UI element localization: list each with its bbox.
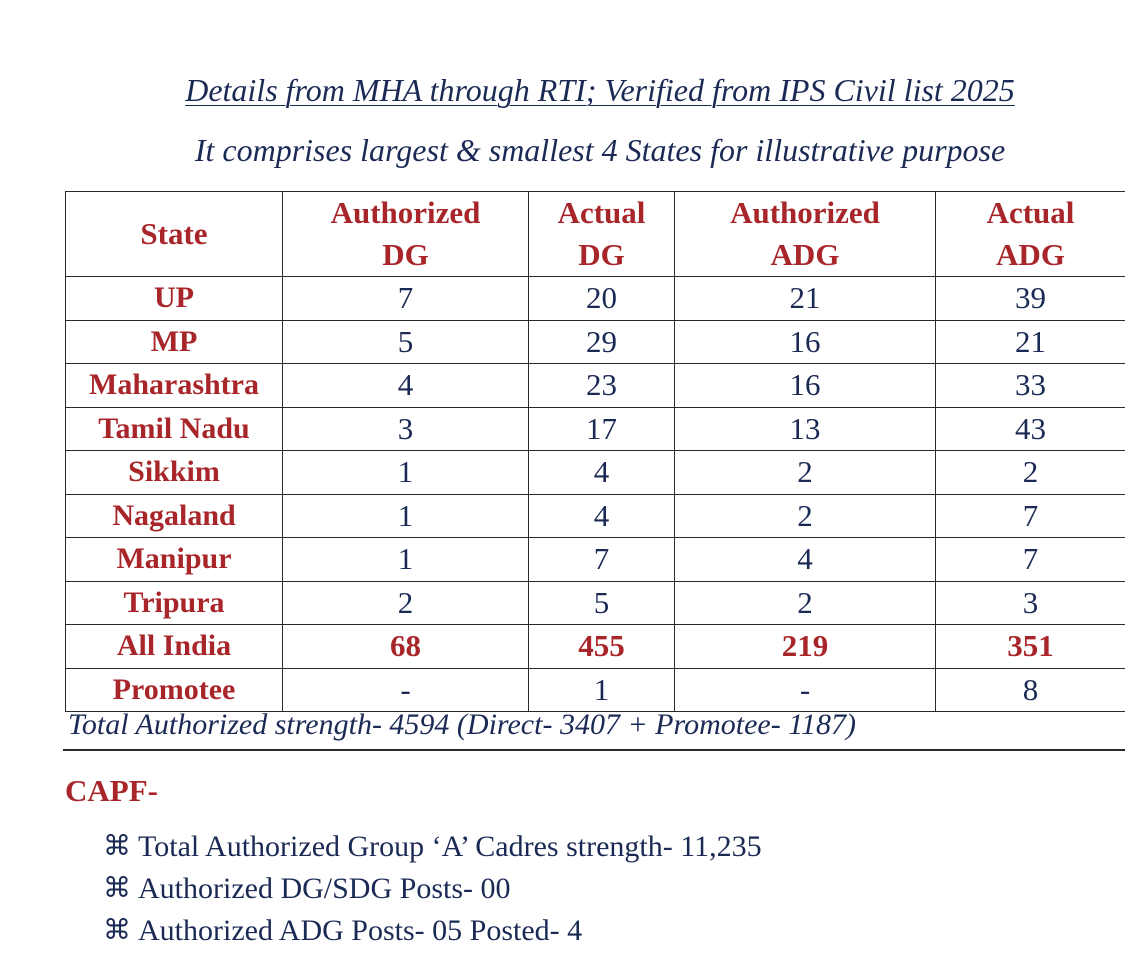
- cell-state: All India: [65, 624, 283, 669]
- cell-authorized-dg: 2: [282, 580, 529, 625]
- cell-authorized-dg: 7: [282, 276, 529, 321]
- cell-actual-dg: 4: [528, 450, 675, 495]
- table-row: UP 7 20 21 39: [65, 276, 1125, 321]
- cell-authorized-dg: -: [282, 667, 529, 712]
- cell-actual-adg: 7: [935, 493, 1125, 538]
- cell-actual-adg: 3: [935, 580, 1125, 625]
- cell-authorized-dg: 5: [282, 319, 529, 364]
- cell-actual-dg: 5: [528, 580, 675, 625]
- cell-state: Tamil Nadu: [65, 406, 283, 451]
- header-actual-dg: Actual DG: [528, 191, 675, 277]
- cell-actual-adg: 7: [935, 537, 1125, 582]
- cell-actual-adg: 2: [935, 450, 1125, 495]
- list-item: ⌘ Total Authorized Group ‘A’ Cadres stre…: [100, 826, 762, 868]
- table-header-row: State Authorized DG Actual DG Authorized…: [65, 191, 1125, 277]
- cell-actual-dg: 1: [528, 667, 675, 712]
- fleur-cross-icon: ⌘: [103, 873, 131, 904]
- capf-heading: CAPF-: [65, 773, 158, 808]
- table-row: Tamil Nadu 3 17 13 43: [65, 406, 1125, 451]
- cell-state: Promotee: [65, 667, 283, 712]
- table-row: All India 68 455 219 351: [65, 624, 1125, 669]
- cell-authorized-adg: 16: [674, 363, 936, 408]
- cell-authorized-dg: 1: [282, 450, 529, 495]
- table-row: Manipur 1 7 4 7: [65, 537, 1125, 582]
- header-authorized-adg: Authorized ADG: [674, 191, 936, 277]
- table-row: Maharashtra 4 23 16 33: [65, 363, 1125, 408]
- table-row: MP 5 29 16 21: [65, 319, 1125, 364]
- cell-state: Manipur: [65, 537, 283, 582]
- cell-state: UP: [65, 276, 283, 321]
- cell-authorized-adg: 219: [674, 624, 936, 669]
- header-state: State: [65, 191, 283, 277]
- cell-authorized-adg: -: [674, 667, 936, 712]
- cell-authorized-dg: 1: [282, 493, 529, 538]
- cell-actual-adg: 43: [935, 406, 1125, 451]
- table-row: Promotee -1-8: [65, 667, 1125, 712]
- document-subtitle: It comprises largest & smallest 4 States…: [194, 132, 1006, 168]
- cell-state: Tripura: [65, 580, 283, 625]
- cell-actual-dg: 20: [528, 276, 675, 321]
- cell-state: Maharashtra: [65, 363, 283, 408]
- cell-authorized-adg: 2: [674, 450, 936, 495]
- cell-authorized-dg: 68: [282, 624, 529, 669]
- cell-authorized-dg: 1: [282, 537, 529, 582]
- document-title: Details from MHA through RTI; Verified f…: [185, 72, 1015, 108]
- list-item: ⌘ Authorized ADG Posts- 05 Posted- 4: [100, 910, 762, 952]
- cell-actual-dg: 29: [528, 319, 675, 364]
- fleur-cross-icon: ⌘: [103, 831, 131, 862]
- cell-authorized-adg: 2: [674, 493, 936, 538]
- cell-authorized-dg: 3: [282, 406, 529, 451]
- cell-actual-adg: 351: [935, 624, 1125, 669]
- cell-actual-dg: 455: [528, 624, 675, 669]
- cell-actual-dg: 7: [528, 537, 675, 582]
- cell-actual-adg: 39: [935, 276, 1125, 321]
- cell-actual-dg: 17: [528, 406, 675, 451]
- list-item: ⌘ Authorized DG/SDG Posts- 00: [100, 868, 762, 910]
- cell-actual-adg: 8: [935, 667, 1125, 712]
- table-row: Tripura 2 5 2 3: [65, 580, 1125, 625]
- cell-actual-dg: 4: [528, 493, 675, 538]
- total-authorized-strength: Total Authorized strength- 4594 (Direct-…: [68, 708, 856, 741]
- fleur-cross-icon: ⌘: [103, 915, 131, 946]
- header-actual-adg: Actual ADG: [935, 191, 1125, 277]
- cell-state: Nagaland: [65, 493, 283, 538]
- header-authorized-dg: Authorized DG: [282, 191, 529, 277]
- cell-authorized-adg: 4: [674, 537, 936, 582]
- cell-state: Sikkim: [65, 450, 283, 495]
- table-row: Sikkim 1 4 2 2: [65, 450, 1125, 495]
- capf-list: ⌘ Total Authorized Group ‘A’ Cadres stre…: [100, 826, 762, 952]
- cell-actual-dg: 23: [528, 363, 675, 408]
- cell-authorized-adg: 16: [674, 319, 936, 364]
- cell-state: MP: [65, 319, 283, 364]
- divider: [63, 749, 1125, 751]
- table-row: Nagaland 1 4 2 7: [65, 493, 1125, 538]
- cell-actual-adg: 33: [935, 363, 1125, 408]
- cell-authorized-adg: 2: [674, 580, 936, 625]
- cell-authorized-adg: 21: [674, 276, 936, 321]
- cell-authorized-adg: 13: [674, 406, 936, 451]
- officer-strength-table: State Authorized DG Actual DG Authorized…: [65, 191, 1125, 712]
- cell-actual-adg: 21: [935, 319, 1125, 364]
- cell-authorized-dg: 4: [282, 363, 529, 408]
